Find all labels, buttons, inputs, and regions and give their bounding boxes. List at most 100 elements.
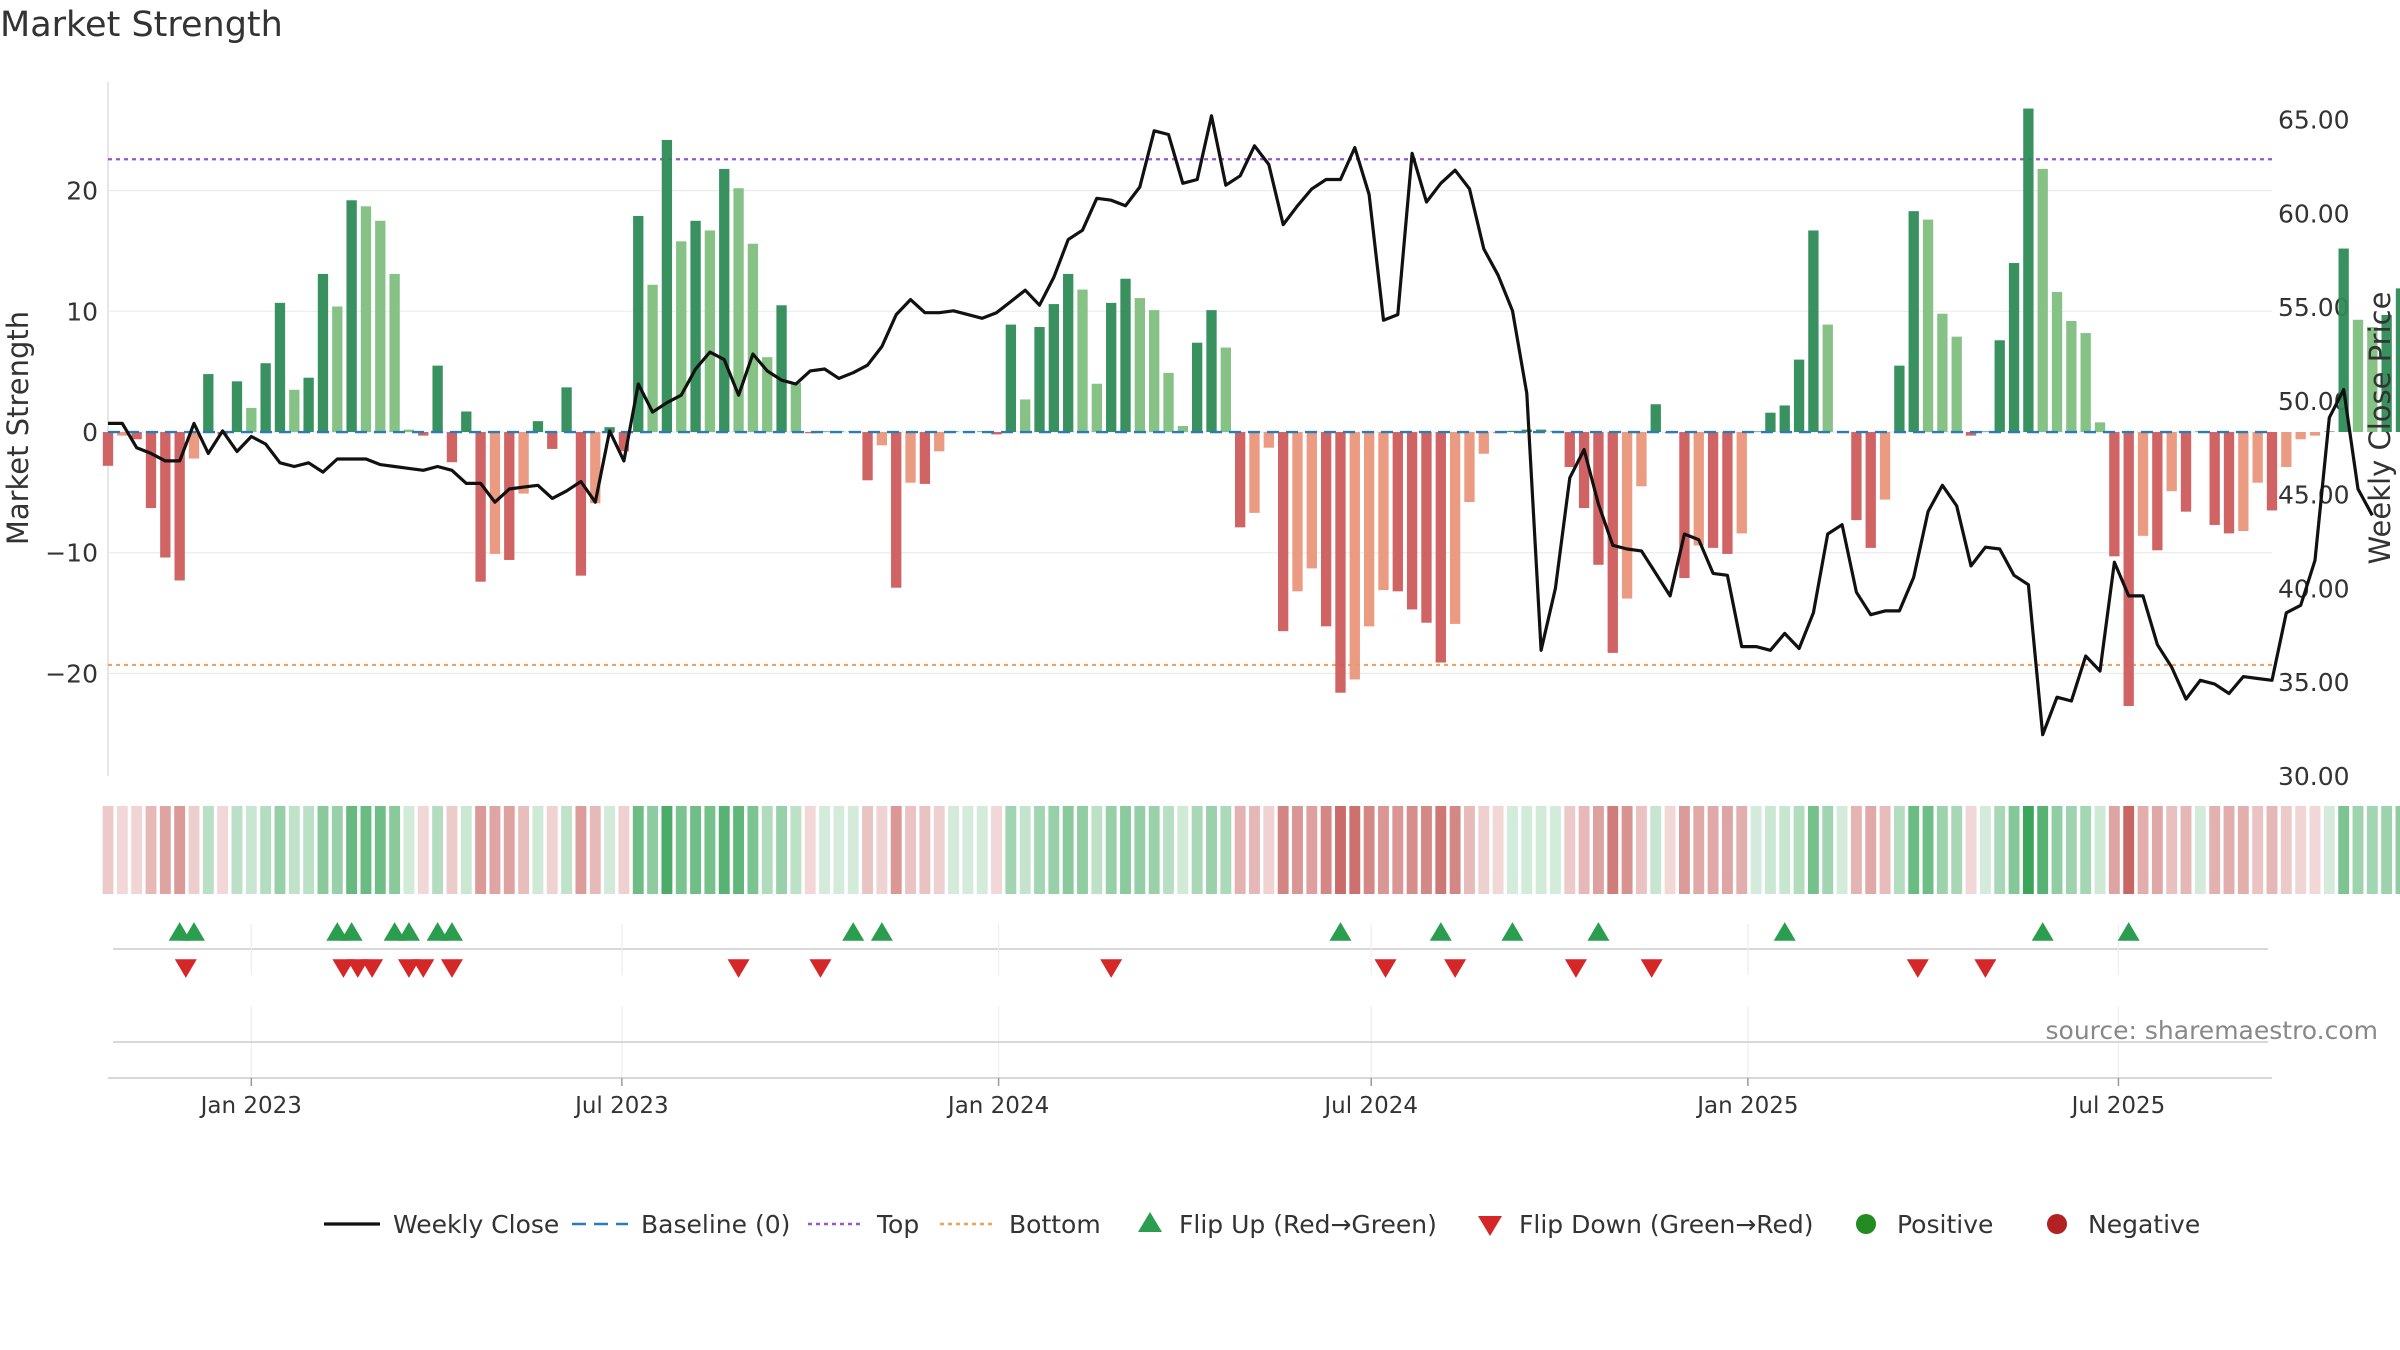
heat-cell	[1936, 806, 1948, 894]
strength-bar	[1120, 278, 1131, 433]
legend-item: Flip Up (Red→Green)	[1138, 1210, 1437, 1239]
heat-cell	[1908, 806, 1920, 894]
strength-bar	[1020, 399, 1031, 433]
heat-cell	[1822, 806, 1834, 894]
strength-bar	[1163, 372, 1174, 433]
heat-cell	[1764, 806, 1776, 894]
heat-cell	[2151, 806, 2163, 894]
heat-cell	[862, 806, 873, 894]
heat-cell	[1335, 806, 1346, 894]
strength-bar	[862, 432, 873, 481]
strength-bar	[747, 243, 759, 433]
heat-cell	[518, 806, 530, 894]
heat-cell	[159, 806, 171, 894]
heat-cell	[733, 806, 745, 894]
x-tick-label: Jan 2023	[199, 1093, 302, 1119]
strength-bar	[1564, 432, 1575, 468]
strength-bar	[260, 363, 271, 433]
heat-cell	[2309, 806, 2321, 894]
strength-bar	[1994, 340, 2005, 433]
heat-cell	[1951, 806, 1963, 894]
heat-cell	[761, 806, 773, 894]
strength-bar	[547, 432, 558, 449]
strength-bar	[188, 432, 200, 459]
heat-cell	[102, 806, 114, 894]
heat-cell	[561, 806, 573, 894]
flip-down-marker	[809, 959, 832, 978]
strength-bar	[532, 421, 544, 433]
heat-cell	[1034, 806, 1045, 894]
heat-cell	[2051, 806, 2063, 894]
strength-bar	[1851, 432, 1862, 521]
heat-cell	[231, 806, 243, 894]
strength-bar	[1277, 432, 1289, 632]
heat-cell	[747, 806, 759, 894]
heat-cell	[1421, 806, 1432, 894]
heat-cell	[188, 806, 200, 894]
heat-cell	[288, 806, 300, 894]
flip-up-marker	[326, 922, 349, 941]
y-tick-label-left: −20	[45, 659, 98, 688]
heat-cell	[589, 806, 601, 894]
heat-cell	[1306, 806, 1318, 894]
heat-cell	[604, 806, 616, 894]
legend-label: Flip Down (Green→Red)	[1519, 1210, 1814, 1239]
strength-bar	[1736, 432, 1747, 534]
heat-cell	[145, 806, 157, 894]
heat-cell	[417, 806, 429, 894]
heat-cell	[1592, 806, 1604, 894]
heat-cell	[1464, 806, 1475, 894]
strength-bar	[661, 139, 673, 433]
strength-bar	[2123, 432, 2134, 706]
heat-cell	[1979, 806, 1991, 894]
heat-cell	[1435, 806, 1447, 894]
heat-cell	[2223, 806, 2235, 894]
legend-item: Bottom	[940, 1210, 1101, 1239]
strength-bar	[2395, 288, 2400, 433]
strength-bar	[1192, 342, 1203, 433]
y-tick-label-right: 65.00	[2278, 106, 2350, 135]
strength-bar	[174, 432, 185, 581]
main-plot-area: −20−100102030.0035.0040.0045.0050.0055.0…	[45, 82, 2400, 791]
heat-cell	[2037, 806, 2049, 894]
heat-cell	[1678, 806, 1690, 894]
strength-bar	[1234, 432, 1246, 528]
legend-item: Baseline (0)	[572, 1210, 790, 1239]
strength-bar	[561, 387, 572, 433]
flip-up-marker	[1329, 922, 1352, 941]
strength-bar	[1106, 302, 1117, 433]
strength-bar	[446, 432, 458, 463]
strength-bar	[1922, 219, 1934, 433]
strength-bar	[1149, 310, 1160, 433]
strength-bar	[389, 273, 400, 433]
heat-cell	[131, 806, 143, 894]
heat-cell	[890, 806, 902, 894]
strength-bar	[1464, 432, 1475, 503]
heat-cell	[2209, 806, 2221, 894]
heat-cell	[403, 806, 415, 894]
heat-cell	[1206, 806, 1217, 894]
flip-up-marker	[340, 922, 363, 941]
heat-cell	[2323, 806, 2335, 894]
flip-down-marker	[1100, 959, 1123, 978]
y-tick-label-right: 60.00	[2278, 199, 2350, 228]
heat-cell	[2352, 806, 2364, 894]
y-tick-label-right: 40.00	[2278, 574, 2350, 603]
strength-bar	[1980, 431, 1991, 433]
heat-cell	[274, 806, 286, 894]
y-axis-label-right: Weekly Close Price	[2363, 292, 2397, 565]
heat-cell	[905, 806, 916, 894]
strength-bar	[289, 389, 300, 433]
heat-cell	[618, 806, 630, 894]
heat-cell	[1478, 806, 1490, 894]
y-tick-label-right: 45.00	[2278, 481, 2350, 510]
y-axis-label-left: Market Strength	[1, 311, 35, 545]
strength-bar	[432, 365, 443, 433]
flip-up-marker	[2117, 922, 2140, 941]
y-tick-label-left: −10	[45, 539, 98, 568]
strength-bar	[704, 230, 716, 433]
heat-cell	[260, 806, 272, 894]
heat-cell	[819, 806, 831, 894]
heat-cell	[632, 806, 644, 894]
